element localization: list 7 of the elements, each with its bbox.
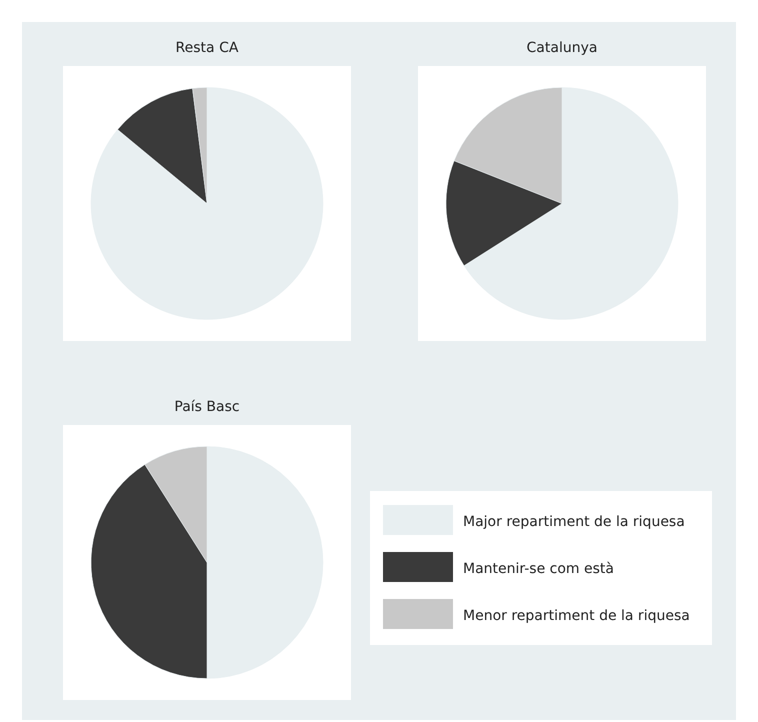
chart-title: Catalunya [526,40,598,56]
pie-slice [90,87,324,320]
legend-label: Major repartiment de la riquesa [463,514,685,530]
legend-label: Menor repartiment de la riquesa [463,608,690,624]
legend-label: Mantenir-se com està [463,561,614,577]
chart-title: País Basc [174,399,240,415]
chart-title: Resta CA [176,40,239,56]
